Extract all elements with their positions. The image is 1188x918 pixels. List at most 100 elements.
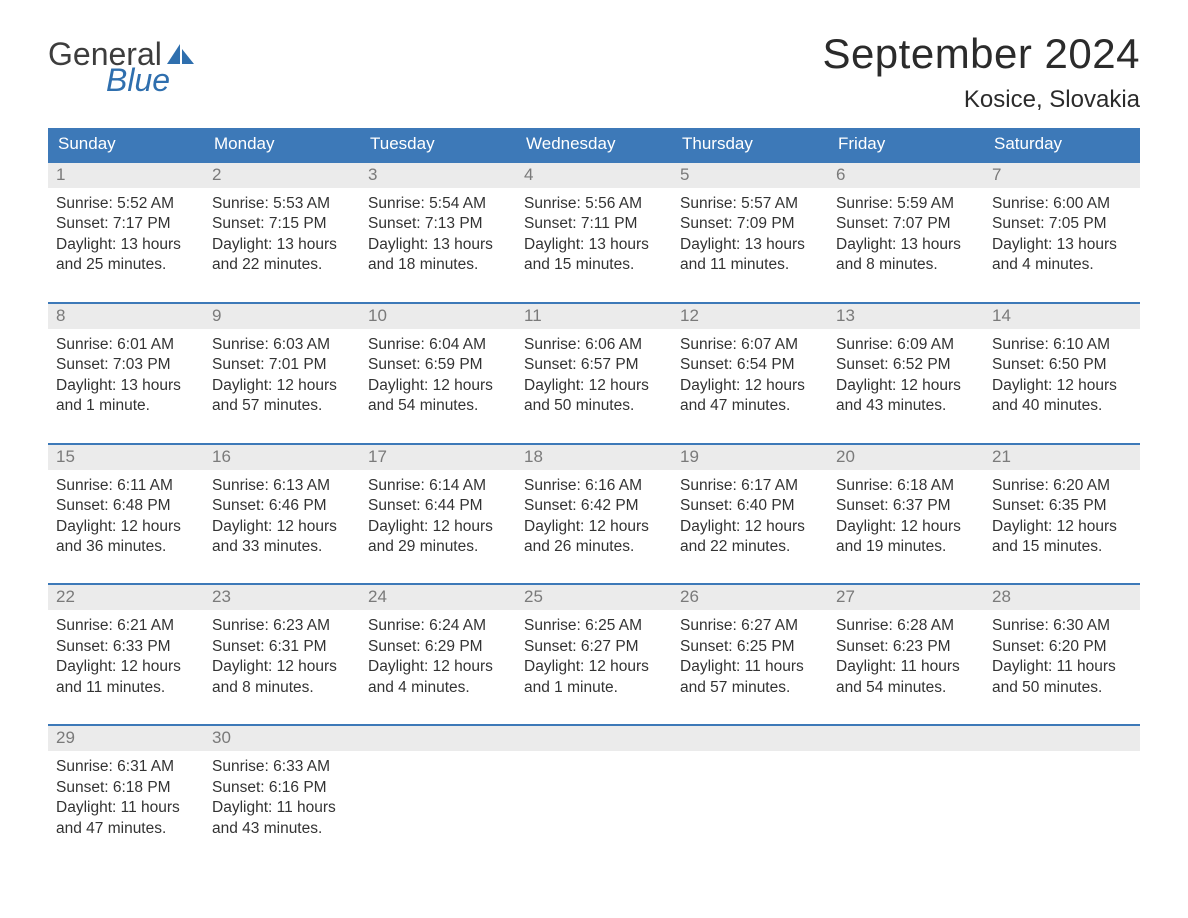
day-cell: 8Sunrise: 6:01 AMSunset: 7:03 PMDaylight… <box>48 304 204 421</box>
sunrise-line: Sunrise: 6:09 AM <box>836 335 976 355</box>
day-number <box>992 728 997 747</box>
daylight-line: Daylight: 11 hours and 54 minutes. <box>836 657 976 698</box>
day-body: Sunrise: 6:00 AMSunset: 7:05 PMDaylight:… <box>984 188 1140 280</box>
daylight-line: Daylight: 12 hours and 22 minutes. <box>680 517 820 558</box>
day-number: 13 <box>836 306 855 325</box>
day-body: Sunrise: 5:59 AMSunset: 7:07 PMDaylight:… <box>828 188 984 280</box>
daylight-line: Daylight: 13 hours and 11 minutes. <box>680 235 820 276</box>
sunset-line: Sunset: 7:17 PM <box>56 214 196 234</box>
daylight-line: Daylight: 13 hours and 22 minutes. <box>212 235 352 276</box>
day-cell: 30Sunrise: 6:33 AMSunset: 6:16 PMDayligh… <box>204 726 360 843</box>
sunrise-line: Sunrise: 6:06 AM <box>524 335 664 355</box>
sunrise-line: Sunrise: 6:28 AM <box>836 616 976 636</box>
day-number: 18 <box>524 447 543 466</box>
day-number-bar: 27 <box>828 585 984 610</box>
sunset-line: Sunset: 7:07 PM <box>836 214 976 234</box>
title-block: September 2024 Kosice, Slovakia <box>822 30 1140 114</box>
sunset-line: Sunset: 6:42 PM <box>524 496 664 516</box>
day-cell: 11Sunrise: 6:06 AMSunset: 6:57 PMDayligh… <box>516 304 672 421</box>
day-cell: 17Sunrise: 6:14 AMSunset: 6:44 PMDayligh… <box>360 445 516 562</box>
day-number-bar: 14 <box>984 304 1140 329</box>
sunrise-line: Sunrise: 6:03 AM <box>212 335 352 355</box>
sunrise-line: Sunrise: 6:30 AM <box>992 616 1132 636</box>
sunrise-line: Sunrise: 6:23 AM <box>212 616 352 636</box>
sunset-line: Sunset: 6:54 PM <box>680 355 820 375</box>
weekday-header: Wednesday <box>516 128 672 161</box>
day-number: 1 <box>56 165 65 184</box>
day-number-bar: 15 <box>48 445 204 470</box>
sunrise-line: Sunrise: 6:31 AM <box>56 757 196 777</box>
day-number: 20 <box>836 447 855 466</box>
day-cell: 6 Sunrise: 5:59 AMSunset: 7:07 PMDaylight… <box>828 163 984 280</box>
sunset-line: Sunset: 6:27 PM <box>524 637 664 657</box>
day-body: Sunrise: 6:11 AMSunset: 6:48 PMDaylight:… <box>48 470 204 562</box>
day-number: 5 <box>680 165 689 184</box>
day-number-bar: 9 <box>204 304 360 329</box>
day-number: 22 <box>56 587 75 606</box>
sunset-line: Sunset: 6:33 PM <box>56 637 196 657</box>
day-number: 19 <box>680 447 699 466</box>
day-number: 16 <box>212 447 231 466</box>
week-row: 1 Sunrise: 5:52 AMSunset: 7:17 PMDaylight… <box>48 161 1140 280</box>
day-number-bar: 11 <box>516 304 672 329</box>
day-body: Sunrise: 6:21 AMSunset: 6:33 PMDaylight:… <box>48 610 204 702</box>
sunset-line: Sunset: 6:18 PM <box>56 778 196 798</box>
sunrise-line: Sunrise: 6:04 AM <box>368 335 508 355</box>
day-number-bar <box>828 726 984 751</box>
daylight-line: Daylight: 12 hours and 47 minutes. <box>680 376 820 417</box>
day-body: Sunrise: 6:27 AMSunset: 6:25 PMDaylight:… <box>672 610 828 702</box>
day-number-bar: 30 <box>204 726 360 751</box>
daylight-line: Daylight: 13 hours and 4 minutes. <box>992 235 1132 276</box>
daylight-line: Daylight: 11 hours and 57 minutes. <box>680 657 820 698</box>
day-number <box>680 728 685 747</box>
sunrise-line: Sunrise: 6:33 AM <box>212 757 352 777</box>
sunrise-line: Sunrise: 6:10 AM <box>992 335 1132 355</box>
day-body: Sunrise: 5:52 AMSunset: 7:17 PMDaylight:… <box>48 188 204 280</box>
day-body: Sunrise: 6:25 AMSunset: 6:27 PMDaylight:… <box>516 610 672 702</box>
day-cell: 4Sunrise: 5:56 AMSunset: 7:11 PMDaylight… <box>516 163 672 280</box>
sunset-line: Sunset: 7:11 PM <box>524 214 664 234</box>
sunset-line: Sunset: 7:01 PM <box>212 355 352 375</box>
day-number-bar: 8 <box>48 304 204 329</box>
daylight-line: Daylight: 12 hours and 50 minutes. <box>524 376 664 417</box>
daylight-line: Daylight: 13 hours and 18 minutes. <box>368 235 508 276</box>
day-body: Sunrise: 6:13 AMSunset: 6:46 PMDaylight:… <box>204 470 360 562</box>
daylight-line: Daylight: 12 hours and 19 minutes. <box>836 517 976 558</box>
day-cell: 15Sunrise: 6:11 AMSunset: 6:48 PMDayligh… <box>48 445 204 562</box>
sunset-line: Sunset: 6:23 PM <box>836 637 976 657</box>
daylight-line: Daylight: 13 hours and 15 minutes. <box>524 235 664 276</box>
day-number-bar <box>984 726 1140 751</box>
sunset-line: Sunset: 6:16 PM <box>212 778 352 798</box>
daylight-line: Daylight: 13 hours and 8 minutes. <box>836 235 976 276</box>
day-cell: 9Sunrise: 6:03 AMSunset: 7:01 PMDaylight… <box>204 304 360 421</box>
sunrise-line: Sunrise: 5:56 AM <box>524 194 664 214</box>
day-cell: 20Sunrise: 6:18 AMSunset: 6:37 PMDayligh… <box>828 445 984 562</box>
day-number-bar: 23 <box>204 585 360 610</box>
day-number: 27 <box>836 587 855 606</box>
sunset-line: Sunset: 6:48 PM <box>56 496 196 516</box>
day-number-bar: 29 <box>48 726 204 751</box>
daylight-line: Daylight: 11 hours and 47 minutes. <box>56 798 196 839</box>
day-cell <box>672 726 828 843</box>
day-body: Sunrise: 5:53 AMSunset: 7:15 PMDaylight:… <box>204 188 360 280</box>
daylight-line: Daylight: 12 hours and 29 minutes. <box>368 517 508 558</box>
day-cell: 28Sunrise: 6:30 AMSunset: 6:20 PMDayligh… <box>984 585 1140 702</box>
day-cell: 13Sunrise: 6:09 AMSunset: 6:52 PMDayligh… <box>828 304 984 421</box>
sunset-line: Sunset: 6:44 PM <box>368 496 508 516</box>
day-cell: 7Sunrise: 6:00 AMSunset: 7:05 PMDaylight… <box>984 163 1140 280</box>
day-body: Sunrise: 6:23 AMSunset: 6:31 PMDaylight:… <box>204 610 360 702</box>
daylight-line: Daylight: 12 hours and 1 minute. <box>524 657 664 698</box>
sunrise-line: Sunrise: 6:20 AM <box>992 476 1132 496</box>
weekday-header: Saturday <box>984 128 1140 161</box>
sunset-line: Sunset: 6:50 PM <box>992 355 1132 375</box>
day-cell: 16 Sunrise: 6:13 AMSunset: 6:46 PMDayligh… <box>204 445 360 562</box>
day-body: Sunrise: 6:31 AMSunset: 6:18 PMDaylight:… <box>48 751 204 843</box>
day-number: 3 <box>368 165 377 184</box>
daylight-line: Daylight: 12 hours and 15 minutes. <box>992 517 1132 558</box>
day-number-bar: 7 <box>984 163 1140 188</box>
day-body: Sunrise: 6:06 AMSunset: 6:57 PMDaylight:… <box>516 329 672 421</box>
sunrise-line: Sunrise: 6:17 AM <box>680 476 820 496</box>
day-number: 6 <box>836 165 845 184</box>
day-number-bar <box>516 726 672 751</box>
sunset-line: Sunset: 7:03 PM <box>56 355 196 375</box>
